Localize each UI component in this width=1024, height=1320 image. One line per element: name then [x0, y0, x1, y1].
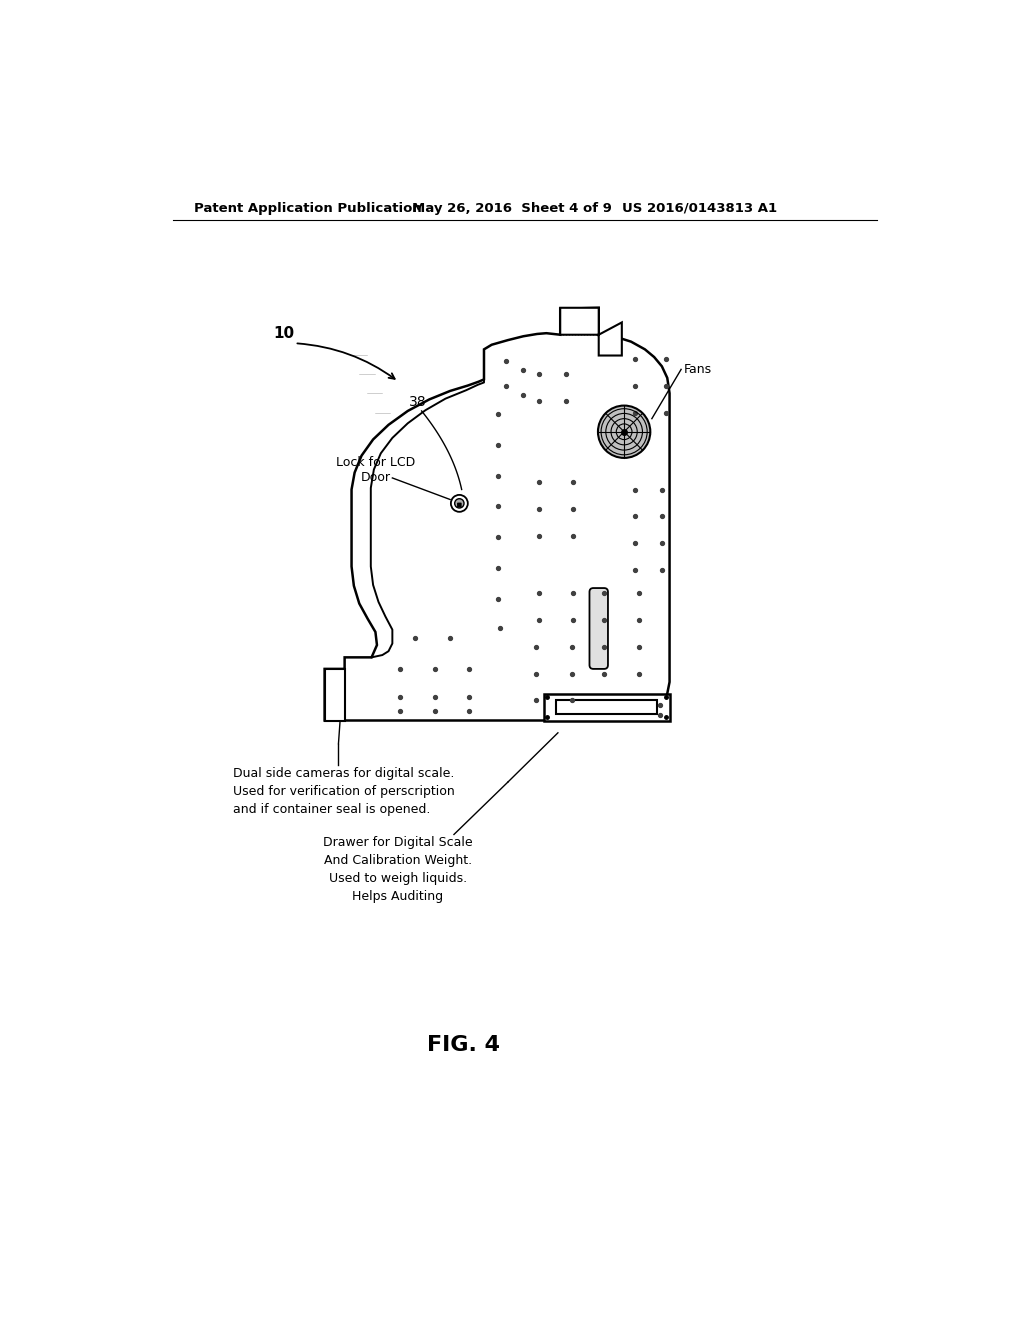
Polygon shape	[544, 693, 670, 721]
Text: 10: 10	[273, 326, 294, 342]
Text: US 2016/0143813 A1: US 2016/0143813 A1	[622, 202, 777, 215]
Circle shape	[598, 405, 650, 458]
Text: Lock for LCD
Door: Lock for LCD Door	[336, 457, 416, 484]
Text: Fans: Fans	[683, 363, 712, 376]
FancyBboxPatch shape	[457, 503, 462, 507]
Text: May 26, 2016  Sheet 4 of 9: May 26, 2016 Sheet 4 of 9	[412, 202, 611, 215]
Polygon shape	[325, 308, 670, 721]
Text: Drawer for Digital Scale
And Calibration Weight.
Used to weigh liquids.
Helps Au: Drawer for Digital Scale And Calibration…	[323, 836, 473, 903]
Polygon shape	[325, 669, 345, 721]
FancyBboxPatch shape	[590, 589, 608, 669]
Circle shape	[451, 495, 468, 512]
Text: 38: 38	[410, 395, 427, 409]
Text: FIG. 4: FIG. 4	[427, 1035, 500, 1056]
Polygon shape	[560, 308, 622, 355]
Text: Patent Application Publication: Patent Application Publication	[195, 202, 422, 215]
Text: Dual side cameras for digital scale.
Used for verification of perscription
and i: Dual side cameras for digital scale. Use…	[233, 767, 455, 816]
Circle shape	[455, 499, 464, 508]
Polygon shape	[556, 700, 657, 714]
